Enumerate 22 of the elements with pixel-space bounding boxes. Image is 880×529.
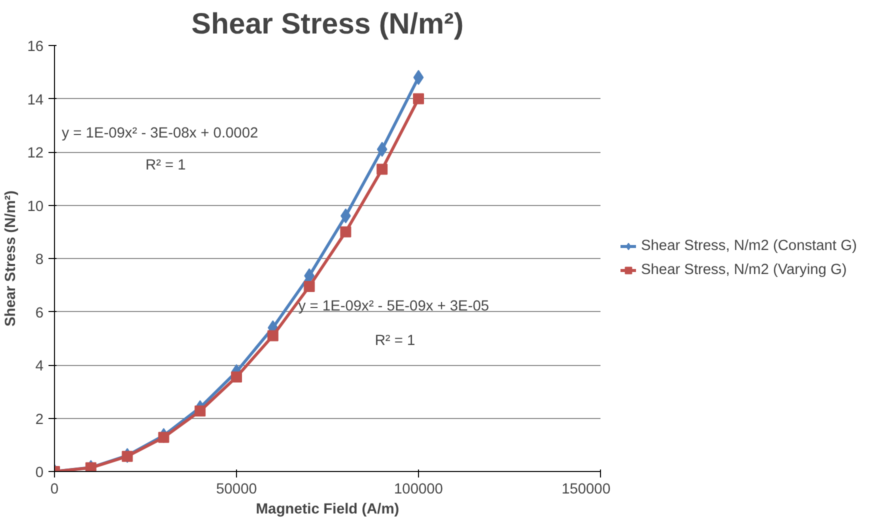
legend-label: Shear Stress, N/m2 (Varying G) (641, 262, 847, 278)
y-tick-label: 12 (27, 146, 44, 162)
y-tick-label: 2 (35, 412, 44, 428)
y-tick-label: 16 (27, 39, 44, 55)
x-tick-label: 50000 (216, 482, 257, 498)
x-axis-title: Magnetic Field (A/m) (256, 502, 400, 518)
annotation: y = 1E-09x² - 3E-08x + 0.0002 (62, 125, 258, 142)
y-tick-label: 10 (27, 198, 44, 215)
legend-label: Shear Stress, N/m2 (Constant G) (641, 238, 857, 254)
y-tick-label: 6 (35, 305, 44, 322)
y-tick-label: 4 (35, 358, 44, 374)
y-tick-label: 0 (35, 465, 44, 481)
x-tick-label: 100000 (394, 482, 443, 498)
annotation: R² = 1 (146, 157, 186, 174)
annotation: R² = 1 (374, 333, 416, 350)
chart-title: Shear Stress (N/m²) (191, 8, 464, 40)
x-tick-label: 150000 (562, 482, 611, 498)
x-tick-label: 0 (50, 482, 59, 498)
y-tick-label: 14 (27, 92, 44, 108)
y-tick-label: 8 (35, 252, 44, 268)
annotation: y = 1E-09x² - 5E-09x + 3E-05 (298, 298, 490, 314)
y-axis-title: Shear Stress (N/m²) (3, 190, 20, 327)
